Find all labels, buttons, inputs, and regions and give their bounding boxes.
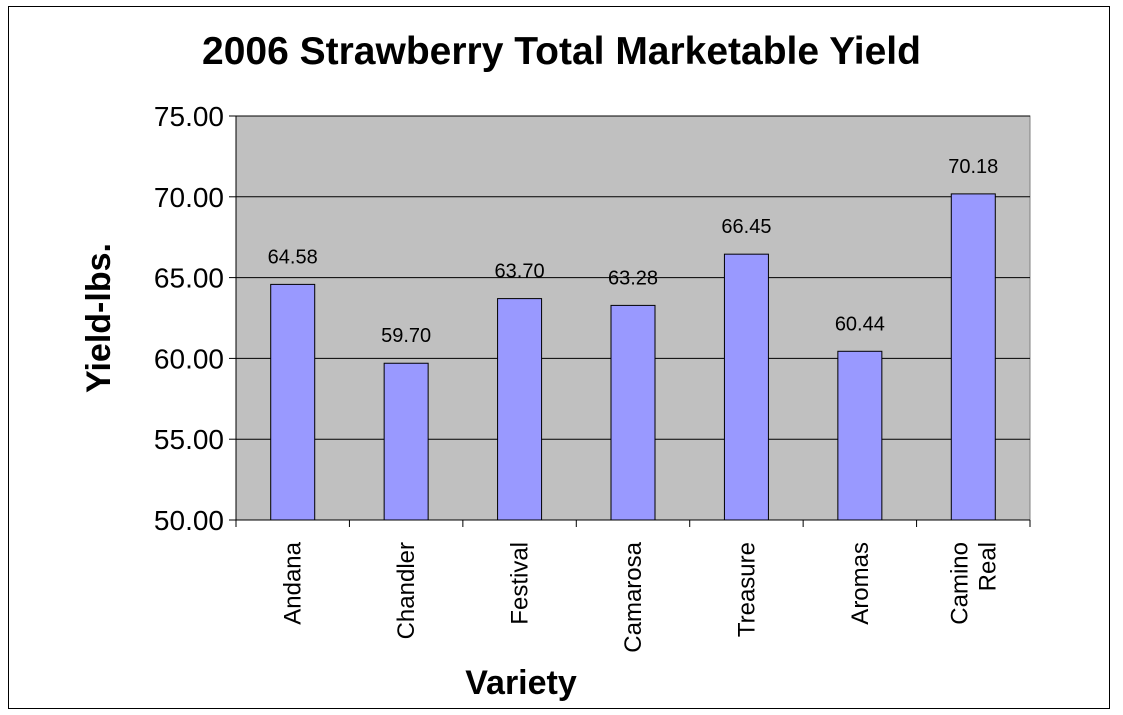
x-tick-label: Aromas	[847, 542, 874, 625]
y-tick-label: 70.00	[154, 182, 224, 213]
data-labels: 64.58 59.70 63.70 63.28 66.45 60.44 70.18	[268, 156, 999, 347]
bar-camino-real	[950, 193, 996, 521]
x-axis: Andana Chandler Festival Camarosa Treasure Ar…	[235, 519, 1031, 653]
x-tick-label: CaminoReal	[946, 542, 1001, 625]
data-label: 59.70	[381, 325, 431, 347]
y-tick-label: 75.00	[154, 101, 224, 132]
bar-festival	[497, 298, 543, 521]
bars	[270, 193, 996, 521]
bar-aromas	[837, 350, 883, 521]
y-tick-label: 50.00	[154, 505, 224, 536]
y-axis: 50.00 55.00 60.00 65.00 70.00 75.00	[154, 101, 237, 536]
bar-camarosa	[610, 304, 656, 521]
data-label: 60.44	[835, 313, 885, 335]
y-axis-title: Yield-lbs.	[80, 243, 118, 393]
x-tick-label: Festival	[507, 542, 534, 625]
data-label: 63.70	[495, 261, 545, 283]
y-tick-label: 55.00	[154, 424, 224, 455]
data-label: 64.58	[268, 246, 318, 268]
data-label: 66.45	[721, 216, 771, 238]
data-label: 63.28	[608, 267, 658, 289]
chart-title: 2006 Strawberry Total Marketable Yield	[202, 30, 921, 73]
bar-treasure	[723, 253, 769, 521]
x-tick-label: Chandler	[393, 542, 420, 639]
y-tick-label: 60.00	[154, 343, 224, 374]
x-tick-label: Andana	[280, 541, 307, 624]
x-axis-title: Variety	[465, 664, 577, 702]
data-label: 70.18	[948, 156, 998, 178]
bar-chandler	[383, 362, 429, 521]
bar-andana	[270, 283, 316, 521]
x-tick-label: Camarosa	[620, 541, 647, 652]
y-tick-label: 65.00	[154, 263, 224, 294]
x-tick-label: Treasure	[733, 542, 760, 637]
